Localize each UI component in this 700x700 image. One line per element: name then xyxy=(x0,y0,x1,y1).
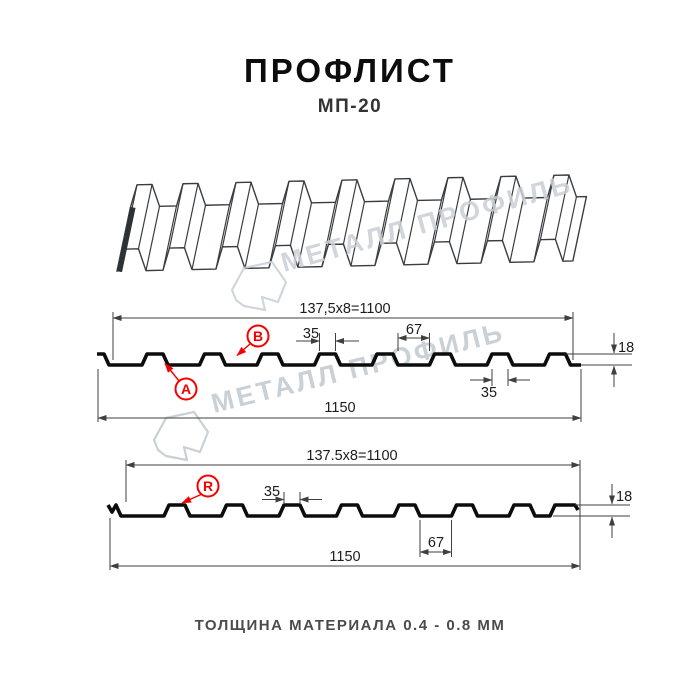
dim-67-value: 67 xyxy=(406,322,422,338)
watermark-middle: МЕТАЛЛ ПРОФИЛЬ xyxy=(152,317,508,462)
dim-67-value: 67 xyxy=(428,535,444,551)
technical-drawing: МЕТАЛЛ ПРОФИЛЬ МЕТАЛЛ ПРОФИЛЬ xyxy=(97,168,634,570)
callout-a-circle xyxy=(174,377,198,401)
callout-r-label: R xyxy=(203,478,213,494)
profile-model-subtitle: МП-20 xyxy=(317,96,383,117)
dim-18-reference-lines xyxy=(565,353,632,366)
dim-35b-value: 35 xyxy=(481,385,497,401)
callout-b-label: B xyxy=(253,328,263,344)
callout-r: R xyxy=(181,474,220,504)
dim-1150-extension-lines xyxy=(97,369,582,422)
callout-a: A xyxy=(164,362,198,401)
cross-section-reverse: 137.5x8=1100 35 67 18 1150 R xyxy=(106,448,632,570)
dim-1150-value: 1150 xyxy=(329,549,360,565)
callout-b: B xyxy=(236,324,270,357)
sheet-3d-view xyxy=(116,174,588,273)
dim-35b-extension-lines xyxy=(491,369,509,386)
material-thickness-note: ТОЛЩИНА МАТЕРИАЛА 0.4 - 0.8 ММ xyxy=(194,617,506,634)
dim-35-value: 35 xyxy=(303,326,319,342)
page-title: ПРОФЛИСТ xyxy=(244,52,456,89)
callout-a-label: A xyxy=(181,381,191,397)
brand-logo-watermark xyxy=(152,410,210,462)
profile-outline xyxy=(106,503,580,518)
dim-35-extension-lines xyxy=(283,492,301,503)
brand-logo-watermark xyxy=(230,260,288,312)
callout-r-circle xyxy=(196,474,220,498)
dim-1100-value: 137.5x8=1100 xyxy=(306,448,397,464)
profile-outline xyxy=(97,352,581,367)
cross-section-front: 137,5x8=1100 35 67 18 35 1150 A B xyxy=(97,301,634,422)
dim-18-reference-lines xyxy=(553,504,630,517)
dim-18-value: 18 xyxy=(618,340,634,356)
callout-b-circle xyxy=(246,324,270,348)
sheet-3d-cut-edge xyxy=(116,206,136,273)
dim-35-extension-lines xyxy=(319,333,336,351)
dim-18-value: 18 xyxy=(616,489,632,505)
dim-1150-value: 1150 xyxy=(324,400,355,416)
dim-1100-value: 137,5x8=1100 xyxy=(299,301,390,317)
dim-35-value: 35 xyxy=(264,484,280,500)
